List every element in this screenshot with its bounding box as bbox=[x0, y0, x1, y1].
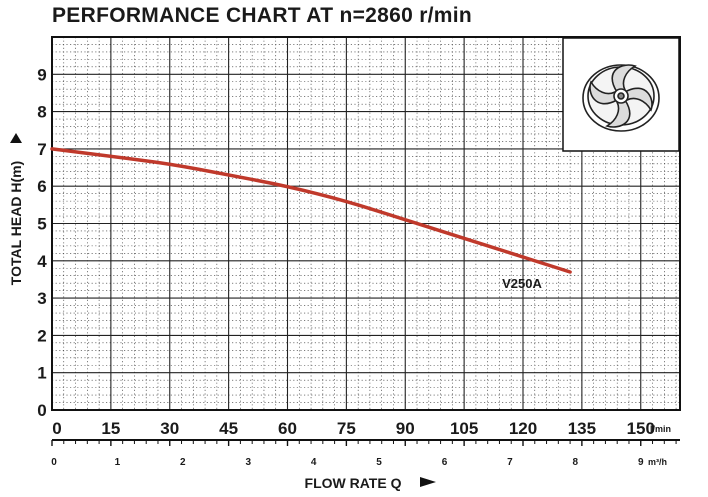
y-tick-label: 6 bbox=[37, 177, 46, 196]
y-axis-arrow-icon bbox=[10, 133, 22, 143]
x2-tick-label: 6 bbox=[442, 457, 448, 468]
x-axis-arrow-icon bbox=[420, 477, 436, 487]
impeller-inset bbox=[562, 37, 680, 152]
x-tick-label: 90 bbox=[396, 419, 415, 438]
x-tick-label: 45 bbox=[219, 419, 238, 438]
chart-title: PERFORMANCE CHART AT n=2860 r/min bbox=[52, 4, 473, 27]
x-tick-label: 135 bbox=[568, 419, 596, 438]
x-tick-label: 30 bbox=[160, 419, 179, 438]
y-tick-label: 8 bbox=[37, 103, 46, 122]
y-tick-label: 1 bbox=[37, 364, 46, 383]
series-label-v250a: V250A bbox=[502, 276, 542, 291]
x-tick-label: 0 bbox=[52, 419, 61, 438]
x-tick-label: 105 bbox=[450, 419, 478, 438]
x-axis-label: FLOW RATE Q bbox=[305, 475, 402, 491]
x2-tick-label: 7 bbox=[507, 457, 513, 468]
x2-tick-label: 8 bbox=[573, 457, 579, 468]
x2-ticks: 0 1 2 3 4 5 6 7 8 9 bbox=[51, 457, 644, 468]
x-tick-label: 15 bbox=[101, 419, 120, 438]
y-tick-label: 5 bbox=[37, 215, 46, 234]
y-tick-label: 0 bbox=[37, 401, 46, 420]
x2-tick-label: 4 bbox=[311, 457, 317, 468]
y-tick-label: 9 bbox=[37, 65, 46, 84]
x2-tick-label: 3 bbox=[245, 457, 251, 468]
x-tick-label: 60 bbox=[278, 419, 297, 438]
y-axis-title: TOTAL HEAD H(m) bbox=[8, 133, 24, 285]
x-tick-label: 75 bbox=[337, 419, 356, 438]
x2-tick-label: 5 bbox=[376, 457, 382, 468]
y-tick-label: 3 bbox=[37, 289, 46, 308]
x-axis-title: FLOW RATE Q bbox=[305, 475, 436, 491]
x2-tick-label: 0 bbox=[51, 457, 57, 468]
impeller-icon bbox=[582, 64, 660, 132]
y-tick-label: 2 bbox=[37, 326, 46, 345]
x2-tick-label: 9 bbox=[638, 457, 644, 468]
y-tick-label: 7 bbox=[37, 140, 46, 159]
y-tick-label: 4 bbox=[37, 252, 47, 271]
series-line-v250a bbox=[50, 147, 572, 274]
plot-frame bbox=[51, 36, 681, 411]
x-ticks: 0 15 30 45 60 75 90 105 120 135 150 bbox=[51, 419, 677, 446]
x-unit-label: l/min bbox=[650, 424, 671, 434]
x-tick-label: 120 bbox=[509, 419, 537, 438]
x2-tick-label: 2 bbox=[180, 457, 186, 468]
x2-unit-label: m³/h bbox=[648, 457, 667, 467]
x-tick-label: 150 bbox=[627, 419, 655, 438]
y-ticks: 0 1 2 3 4 5 6 7 8 9 bbox=[37, 65, 47, 420]
x2-tick-label: 1 bbox=[115, 457, 121, 468]
y-axis-label: TOTAL HEAD H(m) bbox=[8, 161, 24, 285]
